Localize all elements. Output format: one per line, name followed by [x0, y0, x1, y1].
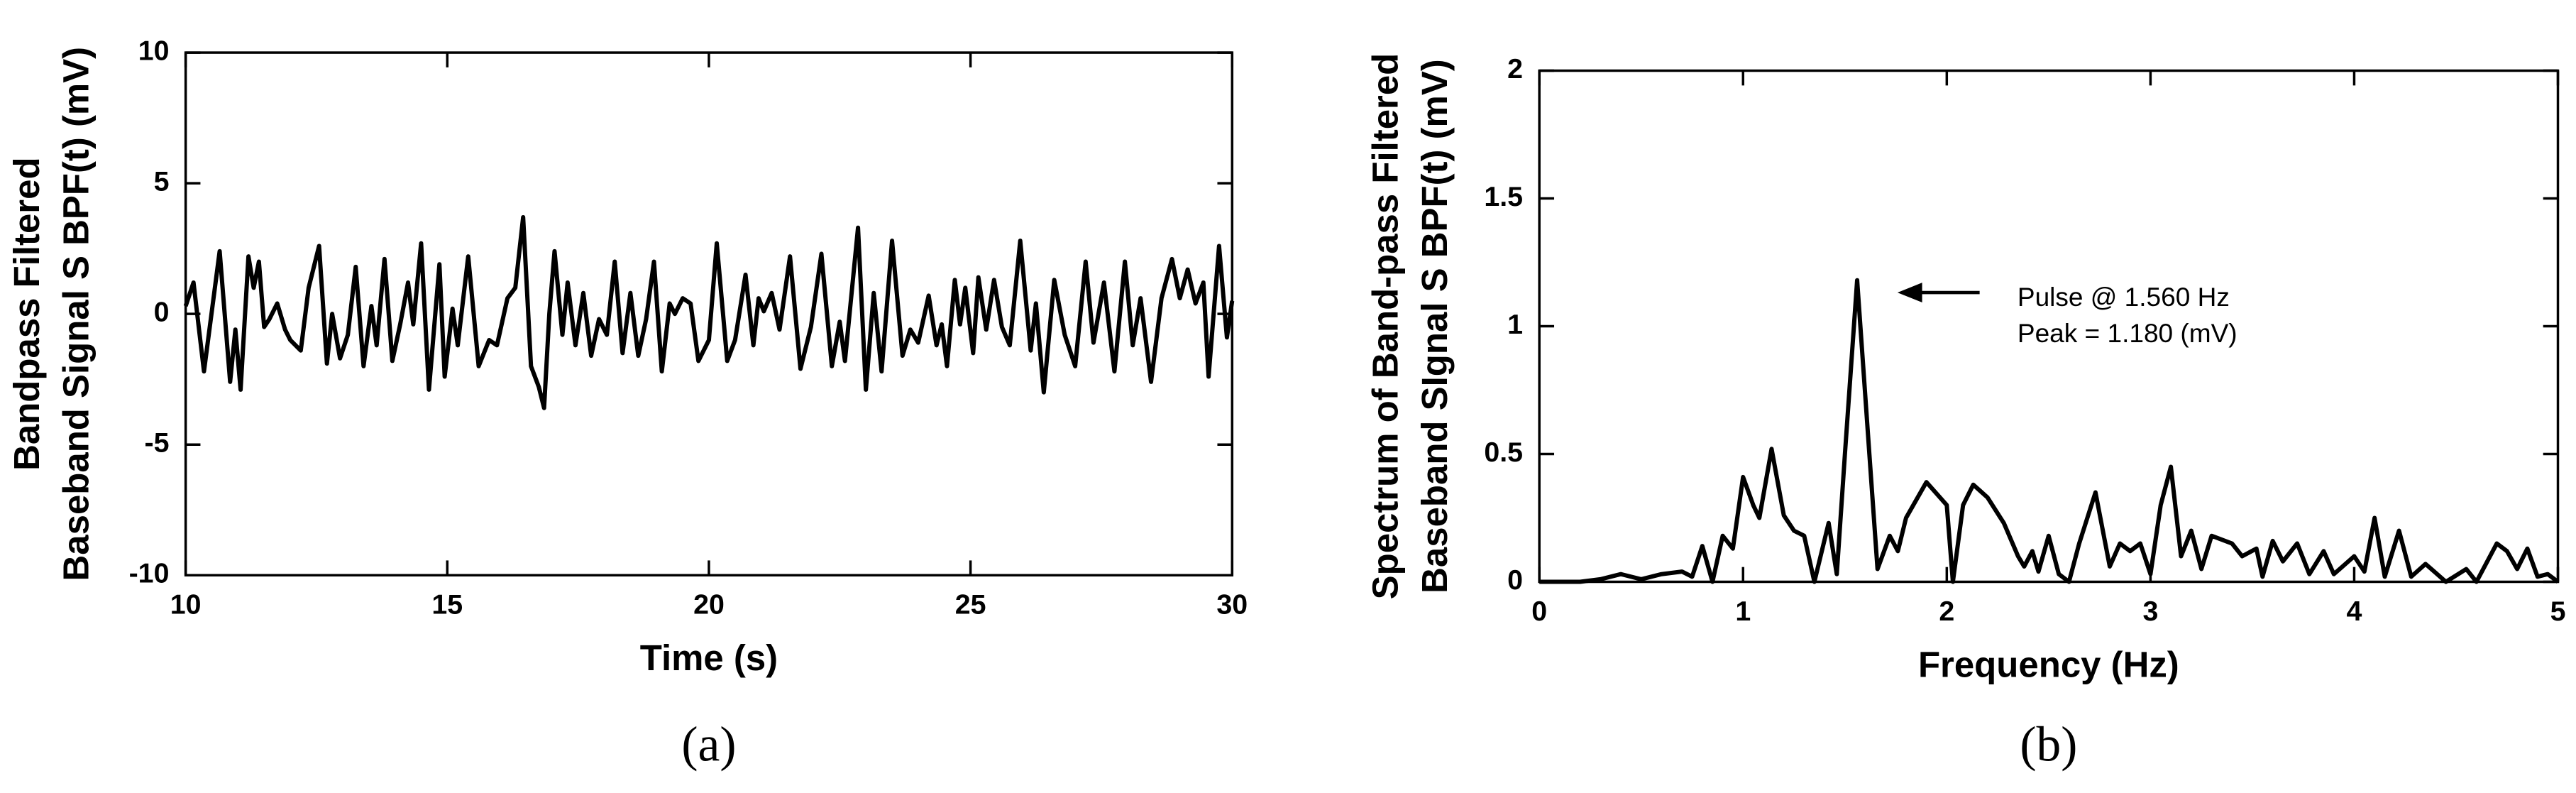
y-tick-label: 0: [154, 297, 170, 328]
y-tick-label: 5: [154, 166, 170, 197]
y-axis-label: Spectrum of Band-pass Filtered: [1365, 53, 1406, 600]
x-tick-label: 4: [2347, 596, 2362, 627]
x-tick-label: 5: [2550, 596, 2566, 627]
y-tick-label: 10: [138, 35, 170, 66]
y-tick-label: 1: [1507, 309, 1523, 340]
y-axis-label: Baseband Signal S BPF(t) (mV): [56, 47, 97, 581]
y-axis-label: Bandpass Filtered: [6, 157, 47, 470]
x-tick-label: 1: [1735, 596, 1751, 627]
x-axis-label: Time (s): [640, 638, 778, 678]
y-tick-label: 1.5: [1484, 181, 1523, 212]
x-tick-label: 2: [1939, 596, 1954, 627]
x-axis-label: Frequency (Hz): [1918, 644, 2179, 684]
x-tick-label: 30: [1216, 589, 1248, 620]
y-tick-label: -5: [144, 427, 169, 459]
y-tick-label: 0: [1507, 564, 1523, 596]
x-tick-label: 25: [955, 589, 986, 620]
x-tick-label: 3: [2142, 596, 2158, 627]
x-tick-label: 10: [170, 589, 202, 620]
x-tick-label: 15: [431, 589, 463, 620]
y-tick-label: 2: [1507, 53, 1523, 84]
y-tick-label: 0.5: [1484, 437, 1523, 468]
annotation: Pulse @ 1.560 Hz: [2018, 282, 2230, 312]
y-axis-label: Baseband SIgnal S BPF(t) (mV): [1414, 59, 1455, 594]
annotation-arrowhead: [1897, 283, 1922, 302]
data-line: [1539, 278, 2560, 584]
panel-label: (b): [2020, 718, 2077, 772]
annotation: Peak = 1.180 (mV): [2018, 318, 2238, 348]
x-tick-label: 0: [1531, 596, 1547, 627]
data-line: [183, 214, 1235, 410]
x-tick-label: 20: [693, 589, 725, 620]
y-tick-label: -10: [129, 558, 170, 589]
panel-label: (a): [681, 718, 736, 772]
